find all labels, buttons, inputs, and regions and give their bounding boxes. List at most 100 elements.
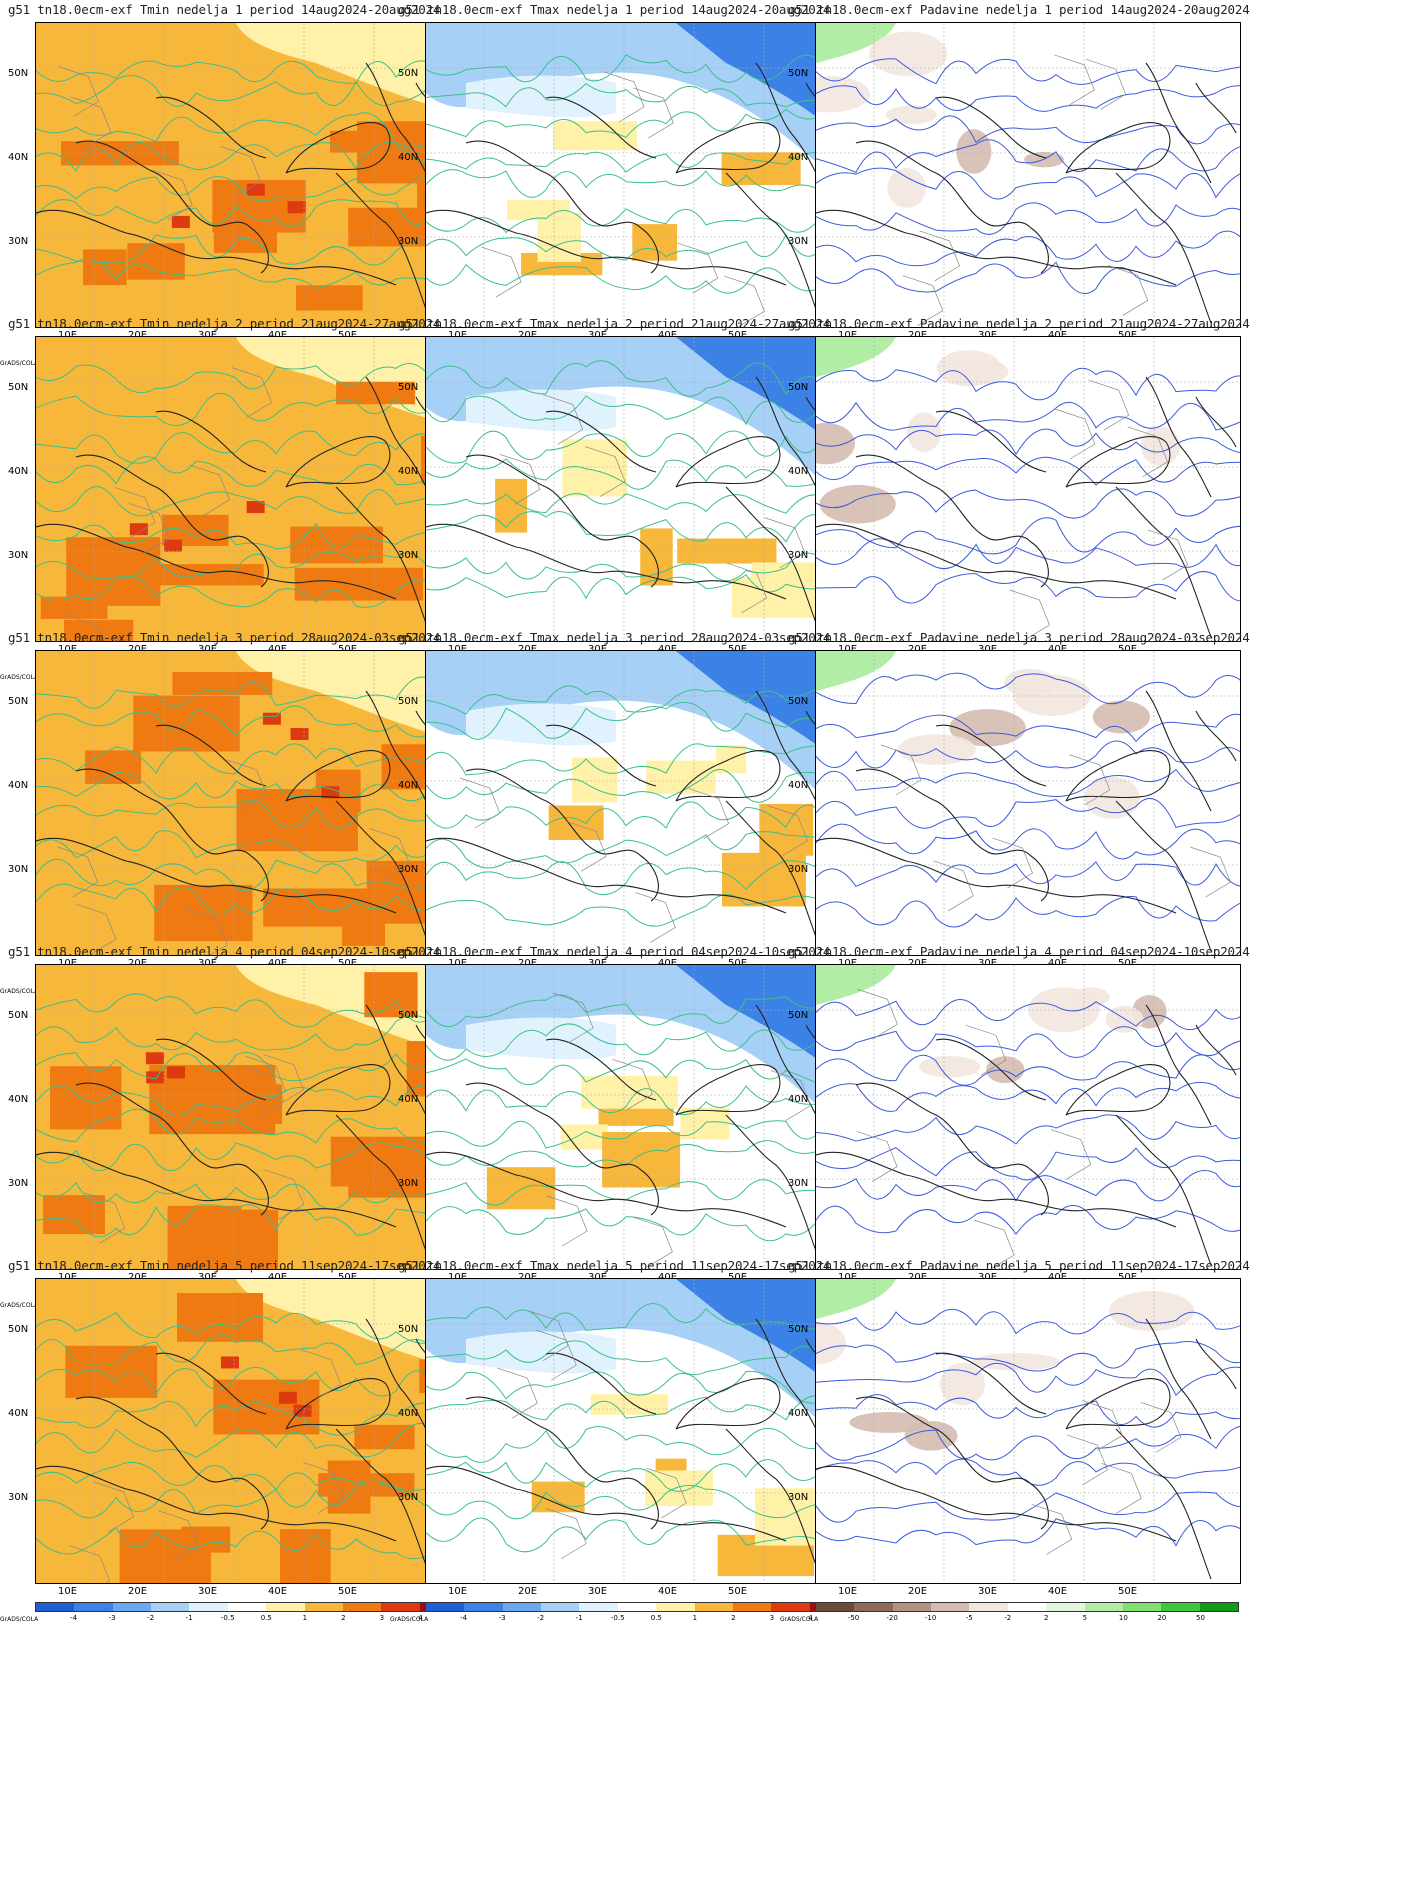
colorbar <box>815 1602 1239 1612</box>
colorbar-tick-label: -4 <box>460 1614 468 1622</box>
anomaly-cell <box>127 243 185 280</box>
colorbar-tick-label: 0.5 <box>650 1614 662 1622</box>
colorbar-swatch <box>1007 1603 1047 1611</box>
lon-label: 50E <box>1118 1272 1137 1283</box>
lat-label: 40N <box>788 1408 809 1419</box>
colorbar-tick-label: -0.5 <box>220 1614 235 1622</box>
colorbar-tick-label: 4 <box>418 1614 423 1622</box>
colorbar-swatch <box>732 1603 772 1611</box>
lon-label: 40E <box>1048 1586 1068 1597</box>
colorbar-labels: -50 -20 -10 -5 -2 2 5 10 20 50 <box>815 1614 1239 1626</box>
map-area <box>35 650 461 956</box>
lat-label: 30N <box>8 1492 29 1503</box>
lon-label: 50E <box>1118 1586 1138 1597</box>
colorbar-swatch <box>579 1603 618 1611</box>
colorbar-swatch <box>656 1603 695 1611</box>
anomaly-cell <box>354 1424 415 1450</box>
lat-label: 40N <box>8 780 29 791</box>
lon-label: 10E <box>838 1586 858 1597</box>
lon-label: 10E <box>448 330 467 341</box>
lat-label: 30N <box>398 236 419 247</box>
map-svg <box>426 651 850 955</box>
map-panel-tmin: g51 tn18.0ecm-exf Tmin nedelja 3 period … <box>0 630 470 1008</box>
anomaly-cell <box>43 1195 105 1235</box>
lon-label: 20E <box>128 1272 147 1283</box>
panel-title: g51 tn18.0ecm-exf Padavine nedelja 2 per… <box>788 316 1250 331</box>
colorbar-tick-label: -20 <box>886 1614 898 1622</box>
lon-label: 30E <box>978 330 997 341</box>
lat-label: 50N <box>398 382 419 393</box>
colorbar-swatch <box>1161 1603 1200 1611</box>
anomaly-cell <box>294 567 424 601</box>
lon-label: 40E <box>658 330 677 341</box>
map-area <box>425 650 851 956</box>
map-svg <box>426 1279 850 1583</box>
lat-label: 30N <box>398 1178 419 1189</box>
colorbar-swatch <box>541 1603 580 1611</box>
map-area <box>425 22 851 328</box>
colorbar-tick-label: -3 <box>108 1614 116 1622</box>
panel-title: g51 tn18.0ecm-exf Padavine nedelja 3 per… <box>788 630 1250 645</box>
lon-label: 10E <box>838 958 857 969</box>
lon-label: 20E <box>518 958 537 969</box>
colorbar-tick-label: -1 <box>185 1614 193 1622</box>
lon-label: 50E <box>1118 958 1137 969</box>
anomaly-cell <box>65 1345 158 1398</box>
lon-label: 10E <box>838 1272 857 1283</box>
lat-label: 50N <box>788 1010 809 1021</box>
panel-title: g51 tn18.0ecm-exf Tmax nedelja 2 period … <box>398 316 831 331</box>
map-svg <box>816 337 1240 641</box>
lat-label: 40N <box>788 1094 809 1105</box>
map-area <box>35 22 461 328</box>
lat-label: 50N <box>398 696 419 707</box>
grads-credit: GrADS/COLA <box>0 1302 39 1309</box>
lon-label: 10E <box>58 1586 78 1597</box>
colorbar-tick-label: -5 <box>965 1614 973 1622</box>
panel-title: g51 tn18.0ecm-exf Tmax nedelja 4 period … <box>398 944 831 959</box>
lon-label: 50E <box>728 330 747 341</box>
panel-title: g51 tn18.0ecm-exf Tmin nedelja 2 period … <box>8 316 441 331</box>
anomaly-cell <box>50 1066 122 1130</box>
colorbar-swatch <box>342 1603 382 1611</box>
colorbar-tick-label: 50 <box>1195 1614 1205 1622</box>
colorbar-tick-label: 3 <box>379 1614 385 1622</box>
lon-label: 10E <box>58 958 77 969</box>
lon-label: 40E <box>1048 330 1067 341</box>
lon-label: 50E <box>728 1272 747 1283</box>
lon-label: 10E <box>58 1272 77 1283</box>
lon-label: 20E <box>518 1272 537 1283</box>
panel-title: g51 tn18.0ecm-exf Tmin nedelja 3 period … <box>8 630 441 645</box>
anomaly-cell <box>40 596 108 619</box>
lat-label: 40N <box>8 1408 29 1419</box>
map-svg <box>816 1279 1240 1583</box>
lat-label: 40N <box>788 780 809 791</box>
lon-label: 30E <box>588 644 607 655</box>
lon-label: 30E <box>978 1272 997 1283</box>
colorbar-swatch <box>464 1603 503 1611</box>
lat-label: 30N <box>788 1178 809 1189</box>
colorbar-tick-label: -50 <box>847 1614 860 1622</box>
lat-label: 50N <box>8 68 29 79</box>
colorbar-tick-label: -2 <box>147 1614 155 1622</box>
lon-label: 40E <box>268 1586 288 1597</box>
lon-label: 10E <box>448 958 467 969</box>
lat-label: 30N <box>788 864 809 875</box>
lon-label: 40E <box>1048 644 1067 655</box>
lon-label: 10E <box>838 644 857 655</box>
anomaly-cell <box>295 285 363 311</box>
colorbar-swatch <box>189 1603 228 1611</box>
map-panel-tmax: g51 tn18.0ecm-exf Tmax nedelja 5 period … <box>390 1258 860 1636</box>
lat-label: 30N <box>788 1492 809 1503</box>
lat-label: 30N <box>788 236 809 247</box>
lat-label: 30N <box>8 864 29 875</box>
map-area <box>815 336 1241 642</box>
panel-title: g51 tn18.0ecm-exf Tmin nedelja 4 period … <box>8 944 441 959</box>
colorbar-tick-label: 5 <box>1082 1614 1088 1622</box>
lat-label: 30N <box>8 550 29 561</box>
lat-label: 50N <box>8 696 29 707</box>
map-svg <box>36 23 460 327</box>
lat-label: 30N <box>8 236 29 247</box>
colorbar-tick-label: 3 <box>769 1614 775 1622</box>
colorbar-tick-label: 20 <box>1157 1614 1167 1622</box>
